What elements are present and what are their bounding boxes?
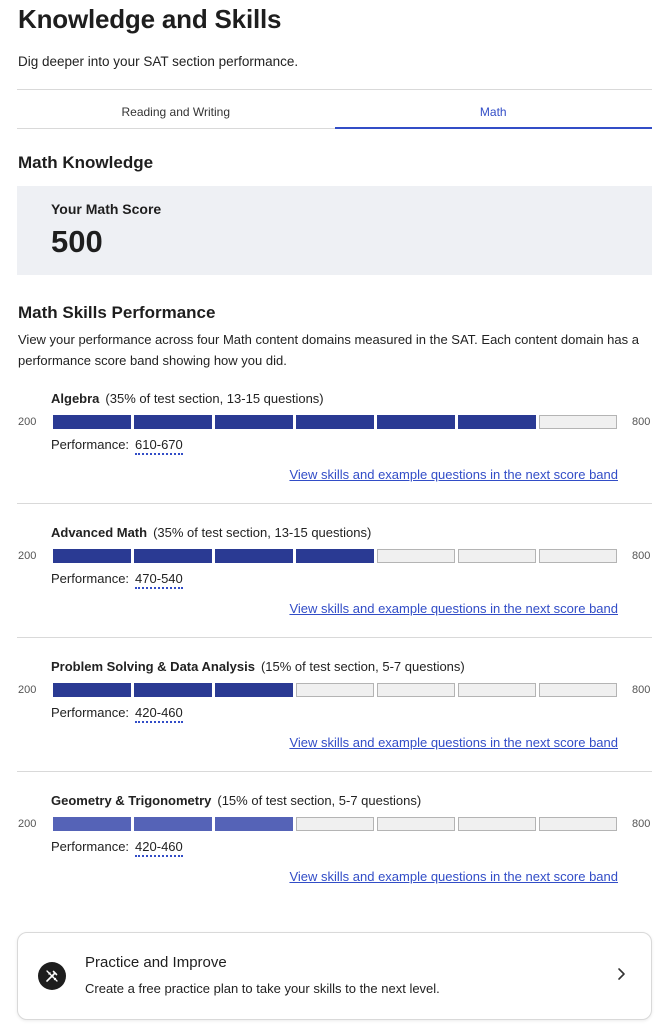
score-band-segment-empty — [458, 683, 536, 697]
score-band-segment-filled — [215, 549, 293, 563]
math-skills-title: Math Skills Performance — [18, 303, 216, 322]
score-value: 500 — [51, 224, 103, 259]
score-band-segment-filled — [296, 415, 374, 429]
score-band-segment-filled — [134, 549, 212, 563]
domain-meta: (35% of test section, 13-15 questions) — [105, 391, 324, 406]
divider — [17, 771, 652, 772]
practice-title: Practice and Improve — [85, 954, 227, 971]
page-subtitle: Dig deeper into your SAT section perform… — [18, 54, 299, 69]
score-band-bar — [53, 683, 617, 697]
score-band-segment-filled — [134, 817, 212, 831]
score-band-segment-empty — [296, 817, 374, 831]
score-band-segment-filled — [215, 817, 293, 831]
score-band-segment-empty — [458, 549, 536, 563]
score-card: Your Math Score 500 — [17, 186, 652, 275]
score-band-segment-empty — [296, 683, 374, 697]
page-title: Knowledge and Skills — [18, 4, 282, 34]
divider — [17, 637, 652, 638]
axis-min-label: 200 — [18, 684, 37, 696]
performance-range[interactable]: 420-460 — [135, 705, 183, 723]
score-label: Your Math Score — [51, 201, 162, 217]
domain-meta: (15% of test section, 5-7 questions) — [260, 659, 465, 674]
performance-range[interactable]: 470-540 — [135, 571, 183, 589]
score-band-bar — [53, 415, 617, 429]
axis-max-label: 800 — [632, 818, 651, 830]
score-band-segment-empty — [539, 683, 617, 697]
next-score-band-link[interactable]: View skills and example questions in the… — [289, 735, 618, 750]
score-band-segment-empty — [539, 415, 617, 429]
score-band-segment-filled — [53, 683, 131, 697]
axis-max-label: 800 — [632, 416, 651, 428]
next-score-band-link[interactable]: View skills and example questions in the… — [289, 869, 618, 884]
score-band-segment-empty — [458, 817, 536, 831]
score-band-segment-filled — [215, 415, 293, 429]
domain-name: Problem Solving & Data Analysis — [51, 659, 255, 674]
next-score-band-link[interactable]: View skills and example questions in the… — [289, 467, 618, 482]
score-band-segment-empty — [377, 549, 455, 563]
domain-name: Advanced Math — [51, 525, 148, 540]
math-skills-description: View your performance across four Math c… — [18, 332, 639, 368]
domain-problem-solving-data-analysis: Problem Solving & Data Analysis (15% of t… — [0, 658, 670, 792]
score-band-segment-filled — [53, 415, 131, 429]
axis-min-label: 200 — [18, 416, 37, 428]
domain-geometry-trigonometry: Geometry & Trigonometry (15% of test sect… — [0, 792, 670, 926]
tab-reading-and-writing[interactable]: Reading and Writing — [121, 105, 230, 119]
performance-label: Performance: — [51, 839, 130, 854]
score-band-segment-filled — [53, 549, 131, 563]
performance-range[interactable]: 610-670 — [135, 437, 183, 455]
domain-name: Algebra — [51, 391, 100, 406]
axis-max-label: 800 — [632, 550, 651, 562]
performance-label: Performance: — [51, 571, 130, 586]
score-band-segment-filled — [134, 683, 212, 697]
score-band-segment-filled — [296, 549, 374, 563]
domain-name: Geometry & Trigonometry — [51, 793, 212, 808]
score-band-segment-filled — [458, 415, 536, 429]
score-band-segment-empty — [539, 549, 617, 563]
tab-math[interactable]: Math — [334, 90, 653, 129]
performance-range[interactable]: 420-460 — [135, 839, 183, 857]
domain-meta: (15% of test section, 5-7 questions) — [217, 793, 422, 808]
performance-label: Performance: — [51, 437, 130, 452]
score-band-segment-filled — [377, 415, 455, 429]
domain-algebra: Algebra (35% of test section, 13-15 quest… — [0, 390, 670, 524]
axis-max-label: 800 — [632, 684, 651, 696]
practice-description: Create a free practice plan to take your… — [85, 981, 440, 996]
score-band-segment-filled — [215, 683, 293, 697]
axis-min-label: 200 — [18, 818, 37, 830]
score-band-segment-empty — [377, 817, 455, 831]
performance-label: Performance: — [51, 705, 130, 720]
score-band-segment-filled — [134, 415, 212, 429]
section-tabs: Reading and Writing Math — [17, 89, 652, 129]
score-band-segment-empty — [539, 817, 617, 831]
divider — [17, 503, 652, 504]
score-band-bar — [53, 817, 617, 831]
practice-and-improve-card[interactable]: Practice and Improve Create a free pract… — [17, 932, 652, 1020]
domain-advanced-math: Advanced Math (35% of test section, 13-15… — [0, 524, 670, 658]
score-band-bar — [53, 549, 617, 563]
next-score-band-link[interactable]: View skills and example questions in the… — [289, 601, 618, 616]
score-band-segment-empty — [377, 683, 455, 697]
chevron-right-icon — [618, 968, 625, 980]
score-band-segment-filled — [53, 817, 131, 831]
axis-min-label: 200 — [18, 550, 37, 562]
math-knowledge-title: Math Knowledge — [18, 153, 154, 172]
domain-meta: (35% of test section, 13-15 questions) — [153, 525, 372, 540]
pencil-ruler-icon — [38, 962, 66, 990]
